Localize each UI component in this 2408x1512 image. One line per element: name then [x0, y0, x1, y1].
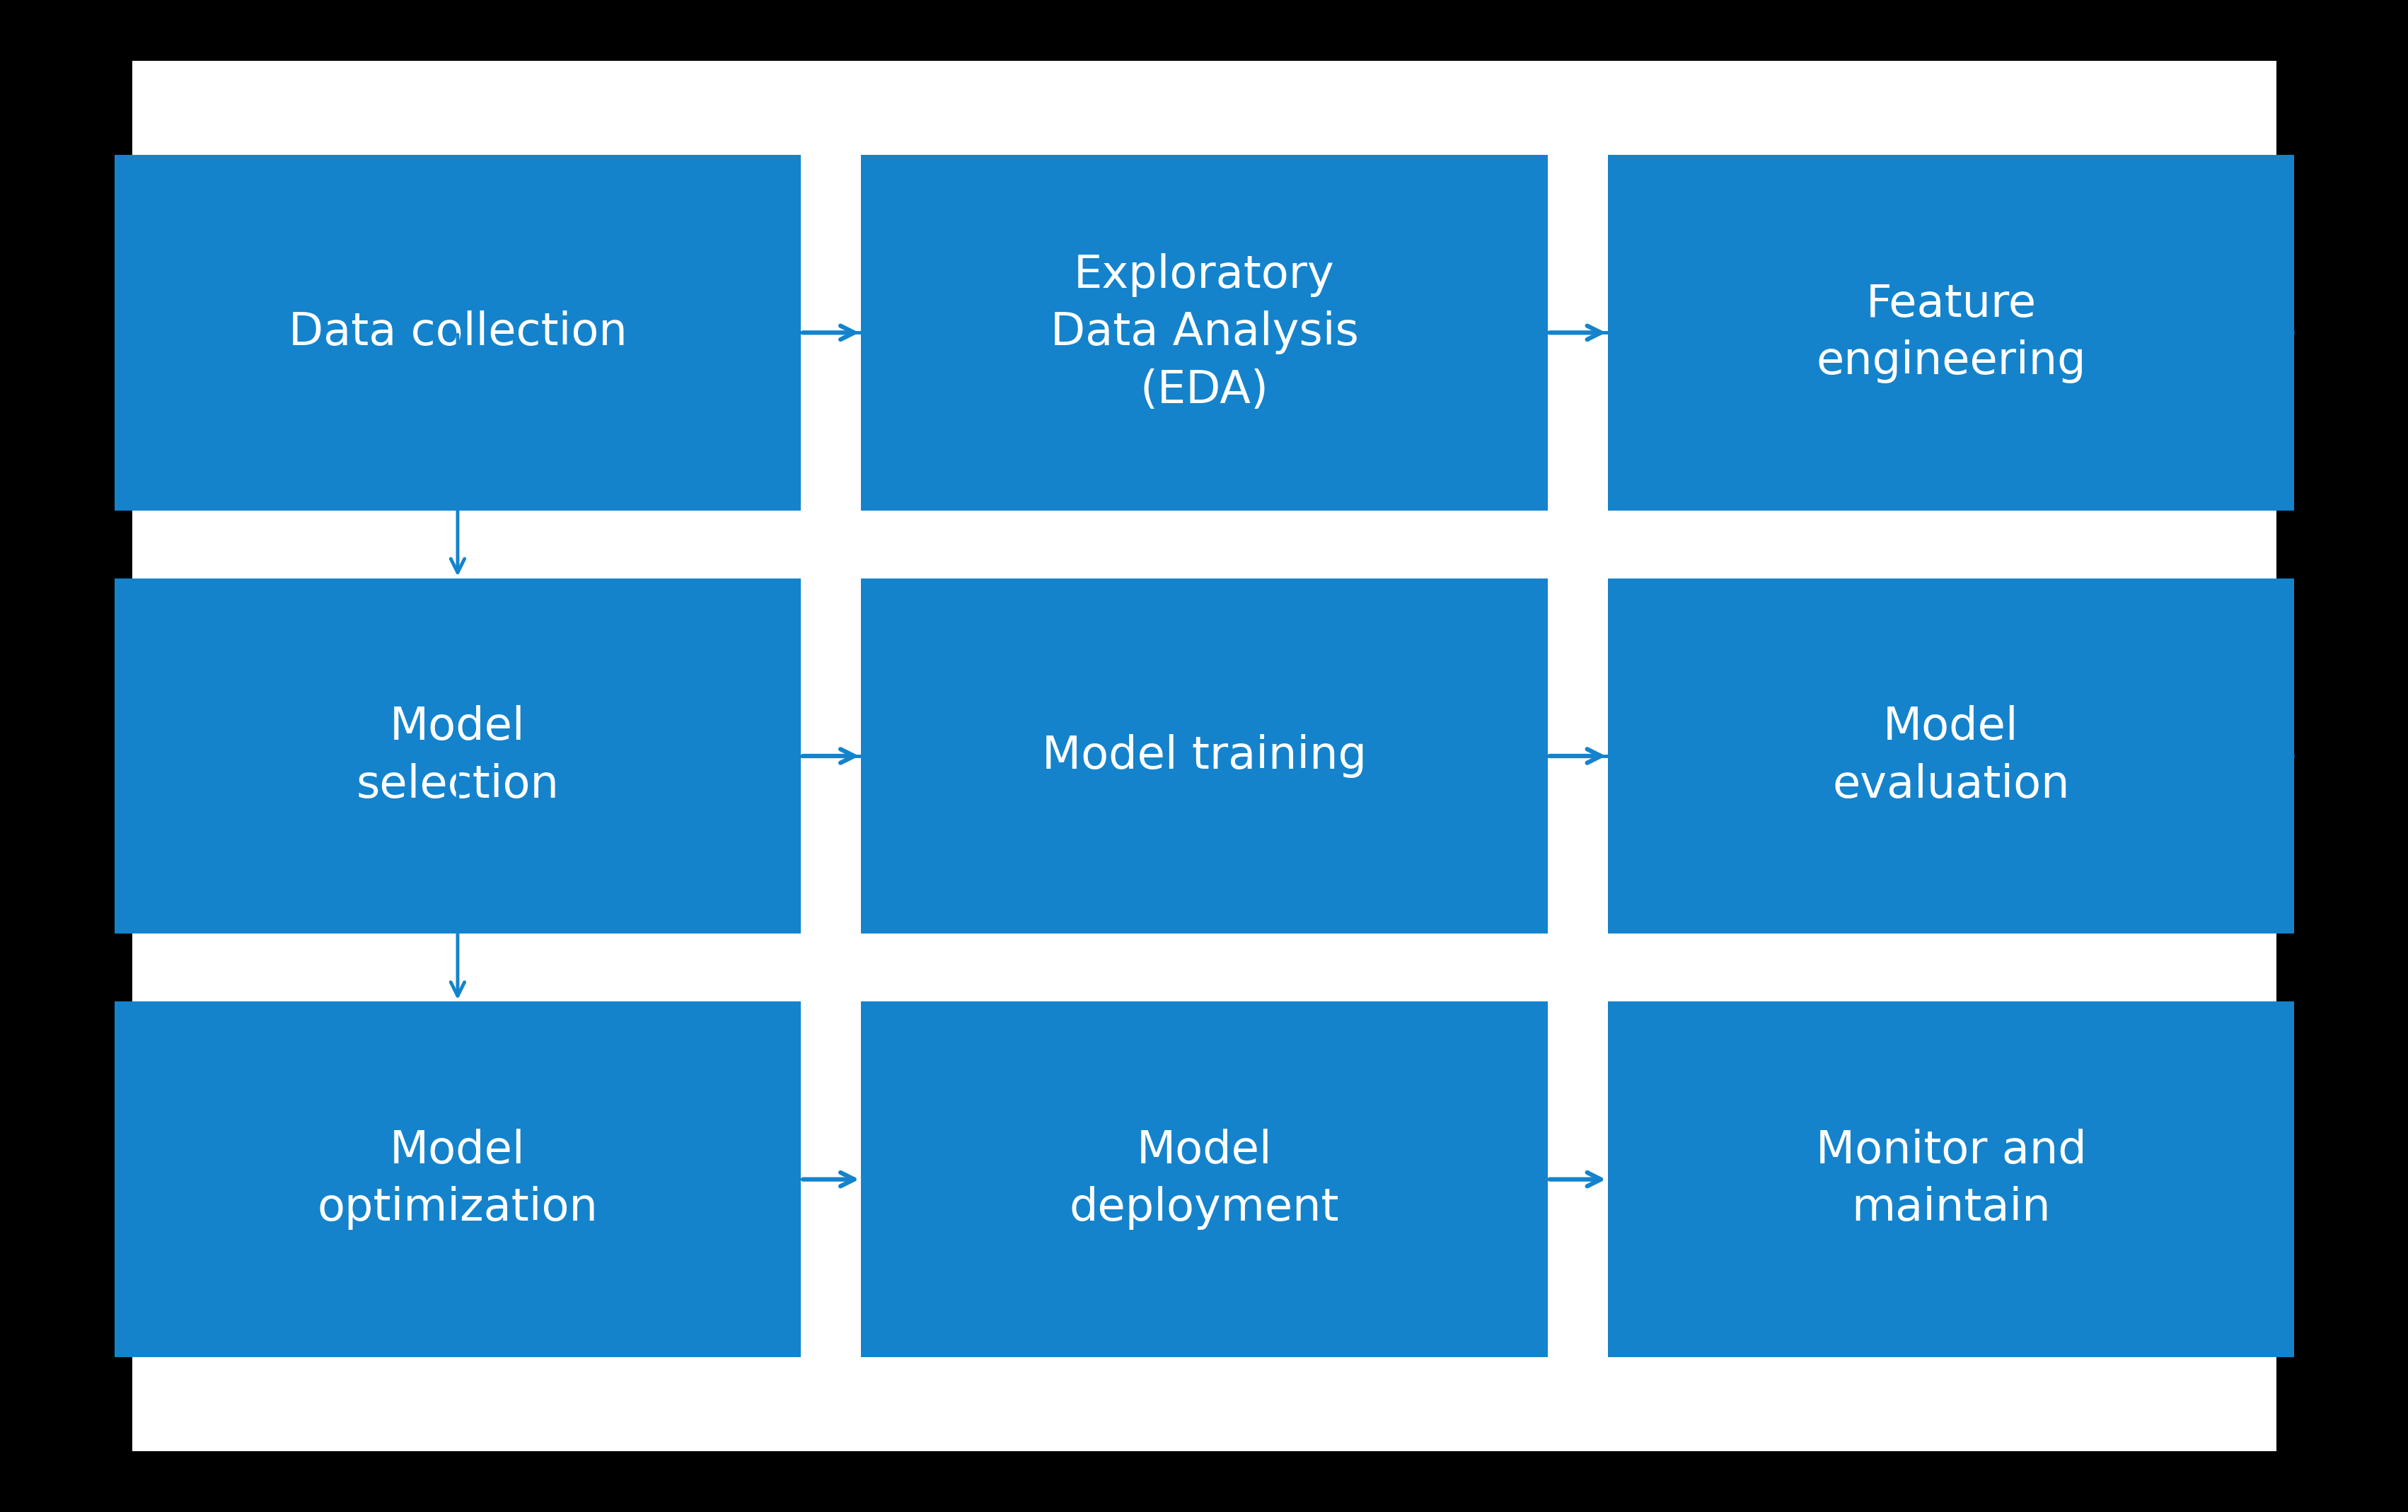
Bar: [132, 60, 2276, 1452]
FancyBboxPatch shape: [1609, 1001, 2295, 1358]
FancyBboxPatch shape: [116, 154, 799, 510]
Text: Model
deployment: Model deployment: [1069, 1128, 1339, 1231]
Text: Data collection: Data collection: [289, 311, 626, 354]
Text: Model
optimization: Model optimization: [318, 1128, 597, 1231]
FancyBboxPatch shape: [862, 154, 1548, 510]
Text: Feature
engineering: Feature engineering: [1816, 281, 2085, 384]
Text: Model training: Model training: [1043, 735, 1365, 777]
Text: Model
selection: Model selection: [356, 705, 559, 807]
FancyBboxPatch shape: [116, 579, 799, 933]
FancyBboxPatch shape: [1609, 579, 2295, 933]
FancyBboxPatch shape: [862, 579, 1548, 933]
FancyBboxPatch shape: [1609, 154, 2295, 510]
FancyBboxPatch shape: [116, 1001, 799, 1358]
FancyBboxPatch shape: [862, 1001, 1548, 1358]
Text: Exploratory
Data Analysis
(EDA): Exploratory Data Analysis (EDA): [1050, 253, 1358, 413]
Text: Model
evaluation: Model evaluation: [1832, 705, 2068, 807]
Text: Monitor and
maintain: Monitor and maintain: [1816, 1128, 2085, 1231]
